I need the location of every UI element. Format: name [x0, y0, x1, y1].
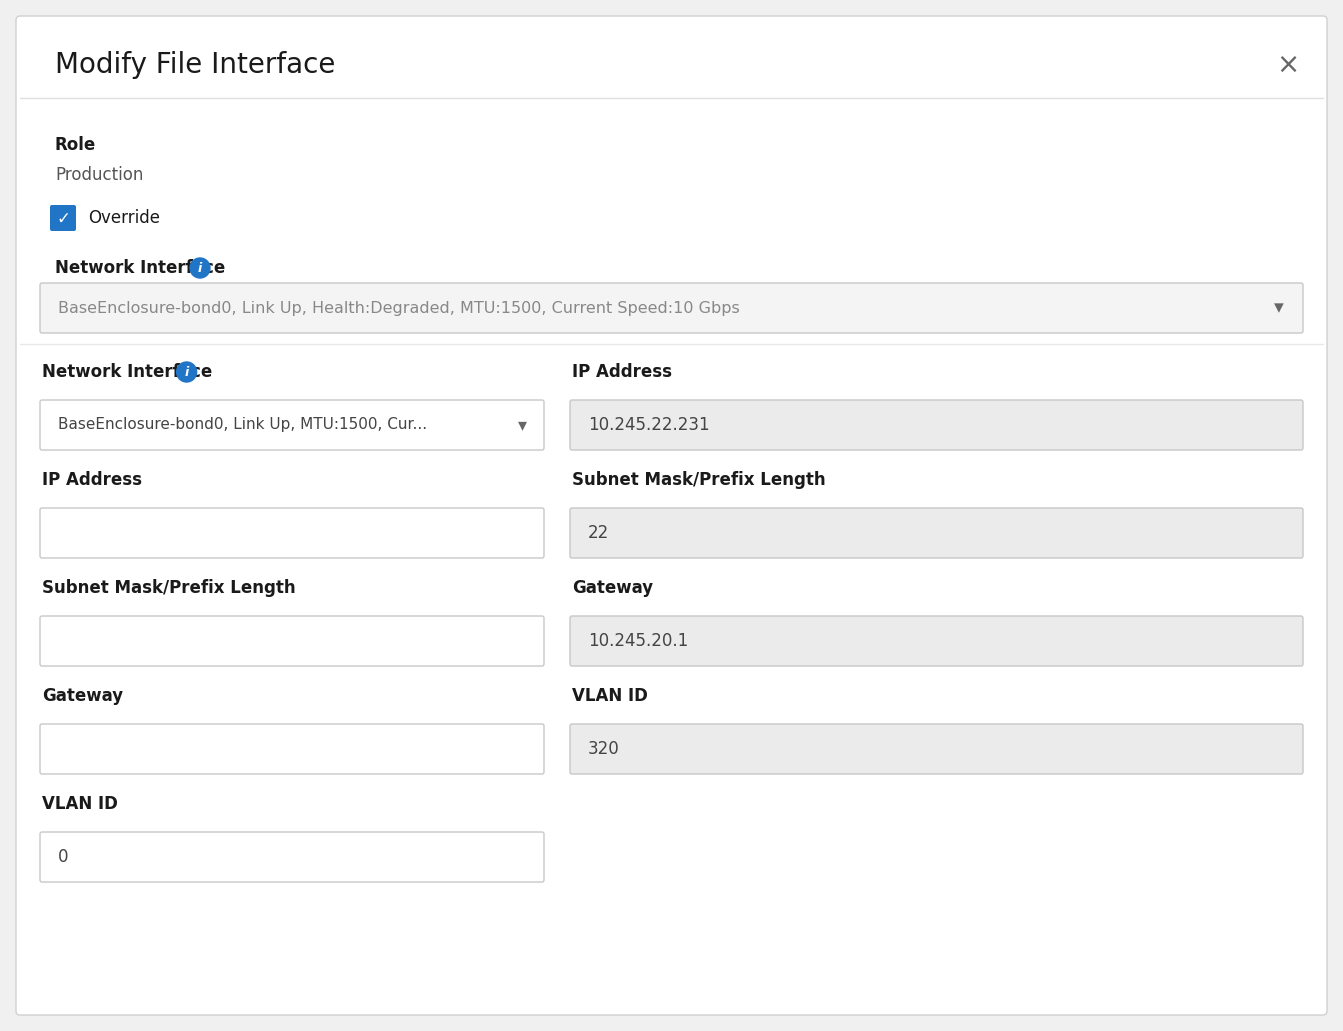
Text: Gateway: Gateway — [572, 579, 653, 597]
Text: BaseEnclosure-bond0, Link Up, Health:Degraded, MTU:1500, Current Speed:10 Gbps: BaseEnclosure-bond0, Link Up, Health:Deg… — [58, 300, 740, 315]
FancyBboxPatch shape — [569, 616, 1303, 666]
Text: 10.245.22.231: 10.245.22.231 — [588, 415, 709, 434]
Text: ×: × — [1276, 51, 1300, 79]
Text: Subnet Mask/Prefix Length: Subnet Mask/Prefix Length — [42, 579, 295, 597]
Text: Role: Role — [55, 136, 97, 154]
Text: VLAN ID: VLAN ID — [42, 795, 118, 813]
FancyBboxPatch shape — [16, 16, 1327, 1015]
FancyBboxPatch shape — [40, 282, 1303, 333]
FancyBboxPatch shape — [40, 400, 544, 450]
FancyBboxPatch shape — [40, 616, 544, 666]
Text: Network Interface: Network Interface — [55, 259, 226, 277]
Text: Gateway: Gateway — [42, 687, 124, 705]
Circle shape — [189, 258, 210, 278]
Text: BaseEnclosure-bond0, Link Up, MTU:1500, Cur...: BaseEnclosure-bond0, Link Up, MTU:1500, … — [58, 418, 427, 432]
Text: i: i — [184, 366, 189, 379]
Text: Modify File Interface: Modify File Interface — [55, 51, 336, 79]
Text: Production: Production — [55, 166, 144, 184]
Text: ▾: ▾ — [517, 415, 526, 434]
Text: Network Interface: Network Interface — [42, 363, 212, 381]
Text: 22: 22 — [588, 524, 610, 542]
FancyBboxPatch shape — [569, 724, 1303, 774]
FancyBboxPatch shape — [50, 205, 77, 231]
Text: 10.245.20.1: 10.245.20.1 — [588, 632, 688, 650]
Text: ▾: ▾ — [1275, 299, 1284, 318]
Text: IP Address: IP Address — [42, 471, 142, 489]
Text: 0: 0 — [58, 849, 68, 866]
Text: ✓: ✓ — [56, 210, 70, 228]
Text: Subnet Mask/Prefix Length: Subnet Mask/Prefix Length — [572, 471, 826, 489]
Text: Override: Override — [89, 209, 160, 227]
FancyBboxPatch shape — [40, 832, 544, 882]
Text: i: i — [197, 263, 203, 275]
Text: 320: 320 — [588, 740, 619, 758]
Text: VLAN ID: VLAN ID — [572, 687, 647, 705]
FancyBboxPatch shape — [40, 508, 544, 558]
Circle shape — [176, 362, 196, 383]
FancyBboxPatch shape — [569, 508, 1303, 558]
FancyBboxPatch shape — [569, 400, 1303, 450]
FancyBboxPatch shape — [40, 724, 544, 774]
Text: IP Address: IP Address — [572, 363, 672, 381]
